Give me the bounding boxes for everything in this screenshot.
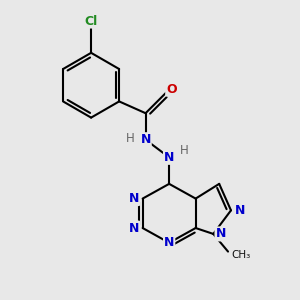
- Text: O: O: [166, 82, 177, 95]
- Text: N: N: [215, 227, 226, 240]
- Text: N: N: [235, 204, 246, 217]
- Text: CH₃: CH₃: [232, 250, 251, 260]
- Text: N: N: [164, 151, 174, 164]
- Text: N: N: [129, 192, 139, 205]
- Text: Cl: Cl: [85, 14, 98, 28]
- Text: N: N: [129, 221, 139, 235]
- Text: H: H: [126, 132, 135, 145]
- Text: N: N: [140, 133, 151, 146]
- Text: H: H: [179, 144, 188, 158]
- Text: N: N: [164, 236, 174, 249]
